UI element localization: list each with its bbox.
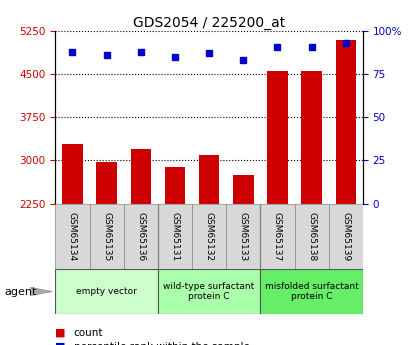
Bar: [89, 204, 124, 269]
Bar: [157, 204, 191, 269]
Text: ■: ■: [55, 342, 66, 345]
Bar: [164, 167, 185, 333]
Text: GSM65139: GSM65139: [340, 212, 349, 261]
Bar: [96, 161, 117, 333]
Bar: [226, 204, 260, 269]
Text: percentile rank within the sample: percentile rank within the sample: [74, 342, 249, 345]
Text: GSM65133: GSM65133: [238, 212, 247, 261]
Bar: [55, 269, 157, 314]
Text: GSM65132: GSM65132: [204, 212, 213, 261]
Text: empty vector: empty vector: [76, 287, 137, 296]
Text: GSM65138: GSM65138: [306, 212, 315, 261]
Bar: [62, 144, 83, 333]
Text: GSM65131: GSM65131: [170, 212, 179, 261]
Text: GSM65136: GSM65136: [136, 212, 145, 261]
Bar: [294, 204, 328, 269]
Text: GSM65137: GSM65137: [272, 212, 281, 261]
Polygon shape: [29, 287, 52, 296]
Bar: [124, 204, 157, 269]
Text: count: count: [74, 328, 103, 338]
Bar: [260, 204, 294, 269]
Text: GSM65135: GSM65135: [102, 212, 111, 261]
Bar: [55, 204, 89, 269]
Bar: [157, 269, 260, 314]
Bar: [232, 175, 253, 333]
Bar: [328, 204, 362, 269]
Title: GDS2054 / 225200_at: GDS2054 / 225200_at: [133, 16, 285, 30]
Text: ■: ■: [55, 328, 66, 338]
Bar: [301, 71, 321, 333]
Text: wild-type surfactant
protein C: wild-type surfactant protein C: [163, 282, 254, 301]
Bar: [267, 71, 287, 333]
Bar: [191, 204, 226, 269]
Bar: [335, 40, 355, 333]
Bar: [130, 149, 151, 333]
Bar: [198, 155, 219, 333]
Text: misfolded surfactant
protein C: misfolded surfactant protein C: [264, 282, 357, 301]
Bar: [260, 269, 362, 314]
Text: GSM65134: GSM65134: [68, 212, 77, 261]
Text: agent: agent: [4, 287, 36, 296]
